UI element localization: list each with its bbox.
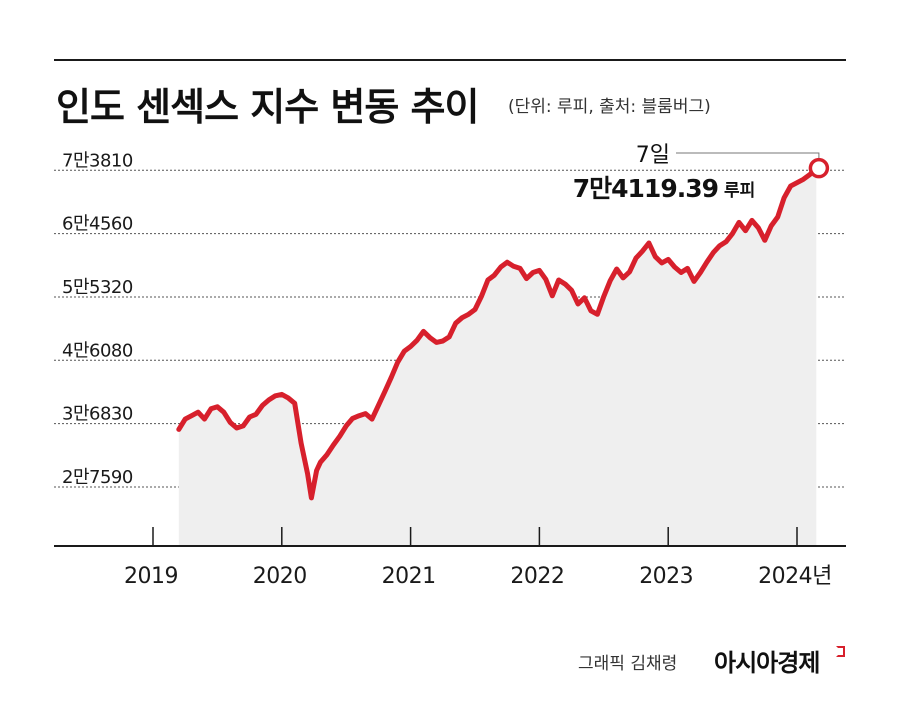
annotation-leader-line xyxy=(676,152,820,159)
line-layer xyxy=(176,165,819,501)
annotation-value-label: 7만4119.39 xyxy=(573,174,718,203)
series-area xyxy=(178,168,817,546)
top-rule xyxy=(54,59,846,61)
annotation-date-label: 7일 xyxy=(636,143,670,168)
axis-layer xyxy=(54,527,846,547)
y-tick-label-3: 5만5320 xyxy=(62,277,133,298)
y-tick-label-5: 7만3810 xyxy=(62,150,133,171)
y-tick-labels: 2만7590 3만6830 4만6080 5만5320 6만4560 7만3810 xyxy=(62,150,133,488)
y-tick-label-1: 3만6830 xyxy=(62,404,133,425)
chart-title: 인도 센섹스 지수 변동 추이 xyxy=(56,85,479,129)
x-tick-label-0: 2019 xyxy=(124,564,178,589)
y-tick-label-2: 4만6080 xyxy=(62,340,133,361)
y-tick-label-4: 6만4560 xyxy=(62,214,133,235)
y-tick-label-0: 2만7590 xyxy=(62,467,133,488)
area-layer xyxy=(178,168,817,546)
latest-point-marker xyxy=(808,157,830,179)
annotation-layer: 7일 7만4119.39 루피 xyxy=(573,143,830,203)
x-tick-label-5: 2024년 xyxy=(758,564,832,589)
brand-mark-icon xyxy=(836,646,845,657)
x-tick-label-4: 2023 xyxy=(639,564,693,589)
graphic-credit: 그래픽 김채령 xyxy=(578,654,678,674)
x-tick-label-1: 2020 xyxy=(253,564,307,589)
series-line xyxy=(176,165,819,501)
chart-subtitle: (단위: 루피, 출처: 블룸버그) xyxy=(508,97,711,117)
annotation-unit-label: 루피 xyxy=(724,181,755,201)
brand-logo-text: 아시아경제 xyxy=(714,649,820,677)
x-tick-label-3: 2022 xyxy=(510,564,564,589)
x-tick-labels: 2019 2020 2021 2022 2023 2024년 xyxy=(124,564,832,589)
x-tick-label-2: 2021 xyxy=(382,564,436,589)
